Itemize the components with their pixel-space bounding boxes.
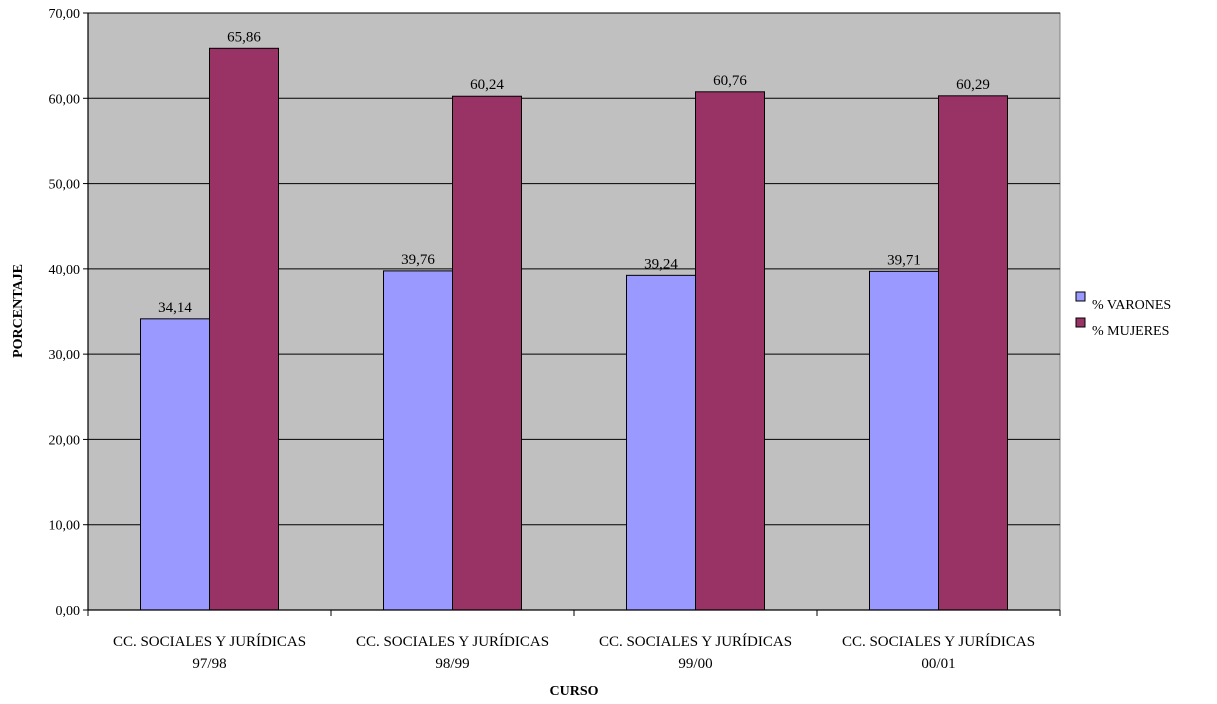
data-label: 34,14 [158, 300, 192, 316]
data-label: 39,71 [887, 252, 921, 268]
data-label: 60,76 [713, 73, 747, 89]
x-category-label: CC. SOCIALES Y JURÍDICAS [842, 633, 1035, 650]
x-category-label: 97/98 [192, 656, 226, 672]
x-category-label: CC. SOCIALES Y JURÍDICAS [599, 633, 792, 650]
data-label: 60,29 [956, 77, 990, 93]
category-labels: CC. SOCIALES Y JURÍDICAS 97/98 CC. SOCIALE… [113, 633, 1035, 672]
y-tick-label: 40,00 [49, 263, 81, 278]
y-ticks: 0,00 10,00 20,00 30,00 40,00 50,00 60,00 70,00 [49, 7, 88, 619]
y-tick-label: 20,00 [49, 433, 81, 448]
x-category-label: CC. SOCIALES Y JURÍDICAS [113, 633, 306, 650]
legend-swatch-mujeres [1075, 317, 1086, 328]
bar-mujeres [938, 95, 1008, 611]
y-tick-label: 30,00 [49, 348, 81, 363]
y-tick-label: 10,00 [49, 519, 81, 534]
bar-varones [869, 270, 939, 611]
legend-swatch-varones [1075, 291, 1086, 302]
x-ticks [87, 610, 1061, 616]
x-category-label: 98/99 [435, 656, 469, 672]
y-tick-label: 60,00 [49, 92, 81, 107]
data-label: 60,24 [470, 77, 504, 93]
y-tick-label: 70,00 [49, 7, 81, 22]
bar-varones [383, 270, 453, 611]
bar-mujeres [209, 47, 279, 611]
x-category-label: 00/01 [921, 656, 955, 672]
y-axis-title: PORCENTAJE [11, 264, 26, 358]
legend-box [1068, 285, 1197, 336]
data-labels: 34,14 65,86 39,76 60,24 39,24 60,76 39,71 60,29 [158, 29, 990, 316]
x-category-label: 99/00 [678, 656, 712, 672]
bar-varones [140, 318, 210, 611]
data-label: 39,76 [401, 252, 435, 268]
data-label: 39,24 [644, 256, 678, 272]
legend: % VARONES % MUJERES [1068, 285, 1197, 339]
legend-label-varones: % VARONES [1092, 298, 1171, 313]
bars [140, 47, 1008, 611]
x-category-label: CC. SOCIALES Y JURÍDICAS [356, 633, 549, 650]
x-axis-title: CURSO [549, 684, 598, 699]
data-label: 65,86 [227, 29, 261, 45]
bar-mujeres [452, 95, 522, 611]
bar-varones [626, 274, 696, 611]
y-tick-label: 50,00 [49, 178, 81, 193]
legend-label-mujeres: % MUJERES [1092, 324, 1169, 339]
bar-mujeres [695, 91, 765, 611]
y-tick-label: 0,00 [56, 604, 81, 619]
